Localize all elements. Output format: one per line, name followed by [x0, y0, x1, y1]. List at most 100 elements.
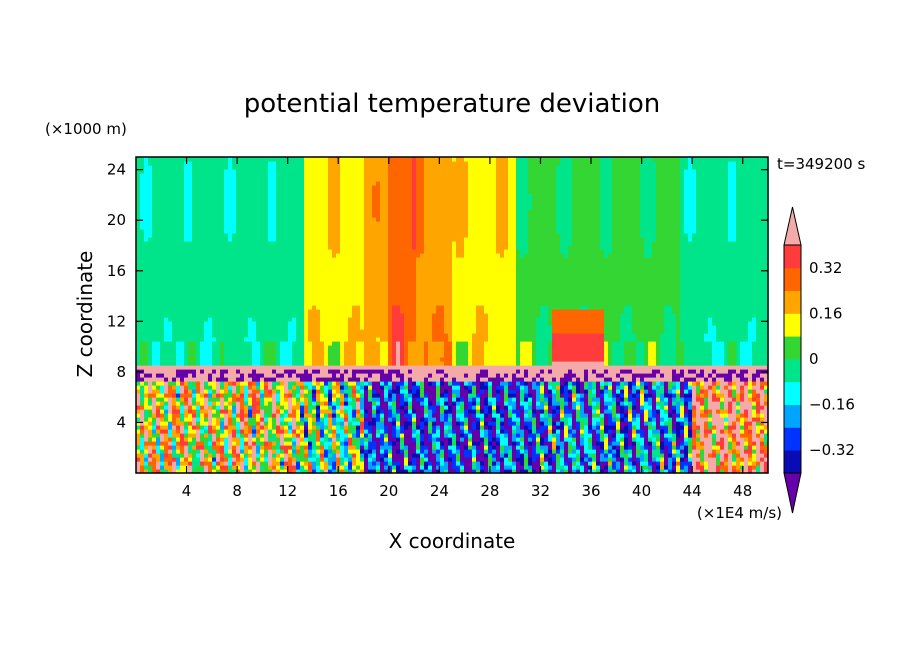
field-cell	[268, 401, 273, 406]
field-cell	[192, 161, 197, 166]
field-cell	[200, 393, 205, 398]
field-cell	[196, 249, 201, 254]
field-cell	[152, 161, 157, 166]
field-cell	[308, 253, 313, 258]
field-cell	[228, 237, 233, 242]
field-cell	[260, 161, 265, 166]
field-cell	[140, 161, 145, 166]
field-cell	[140, 253, 145, 258]
field-cell	[264, 261, 269, 266]
field-cell	[320, 357, 325, 362]
field-cell	[176, 269, 181, 274]
field-cell	[188, 281, 193, 286]
field-cell	[224, 177, 229, 182]
field-cell	[376, 253, 381, 258]
field-cell	[340, 261, 345, 266]
field-cell	[344, 357, 349, 362]
field-cell	[260, 269, 265, 274]
field-cell	[260, 365, 265, 370]
field-cell	[272, 457, 277, 462]
field-cell	[352, 197, 357, 202]
field-cell	[356, 261, 361, 266]
field-cell	[372, 301, 377, 306]
field-cell	[144, 401, 149, 406]
field-cell	[380, 245, 385, 250]
field-cell	[296, 245, 301, 250]
field-cell	[200, 345, 205, 350]
field-cell	[212, 337, 217, 342]
field-cell	[360, 421, 365, 426]
field-cell	[324, 229, 329, 234]
field-cell	[320, 313, 325, 318]
field-cell	[372, 165, 377, 170]
field-cell	[344, 401, 349, 406]
field-cell	[160, 413, 165, 418]
field-cell	[372, 309, 377, 314]
field-cell	[348, 345, 353, 350]
field-cell	[292, 345, 297, 350]
field-cell	[244, 209, 249, 214]
field-cell	[296, 469, 301, 474]
field-cell	[292, 389, 297, 394]
field-cell	[148, 173, 153, 178]
field-cell	[276, 233, 281, 238]
field-cell	[280, 441, 285, 446]
field-cell	[372, 241, 377, 246]
field-cell	[304, 309, 309, 314]
field-cell	[236, 437, 241, 442]
field-cell	[196, 189, 201, 194]
field-cell	[188, 357, 193, 362]
field-cell	[324, 433, 329, 438]
field-cell	[356, 397, 361, 402]
field-cell	[288, 377, 293, 382]
field-cell	[240, 185, 245, 190]
field-cell	[360, 405, 365, 410]
field-cell	[320, 261, 325, 266]
field-cell	[216, 349, 221, 354]
field-cell	[204, 157, 209, 162]
field-cell	[256, 185, 261, 190]
field-cell	[184, 301, 189, 306]
field-cell	[280, 457, 285, 462]
field-cell	[212, 413, 217, 418]
field-cell	[280, 245, 285, 250]
field-cell	[312, 297, 317, 302]
field-cell	[356, 225, 361, 230]
field-cell	[360, 417, 365, 422]
field-cell	[324, 421, 329, 426]
field-cell	[184, 353, 189, 358]
field-cell	[208, 469, 213, 474]
field-cell	[204, 313, 209, 318]
field-cell	[284, 393, 289, 398]
field-cell	[336, 301, 341, 306]
field-cell	[140, 349, 145, 354]
field-cell	[180, 353, 185, 358]
field-cell	[372, 353, 377, 358]
field-cell	[140, 449, 145, 454]
field-cell	[256, 209, 261, 214]
field-cell	[228, 285, 233, 290]
field-cell	[280, 349, 285, 354]
field-cell	[348, 441, 353, 446]
field-cell	[168, 313, 173, 318]
field-cell	[224, 465, 229, 470]
field-cell	[292, 453, 297, 458]
field-cell	[348, 417, 353, 422]
field-cell	[232, 453, 237, 458]
field-cell	[292, 297, 297, 302]
field-cell	[168, 405, 173, 410]
field-cell	[228, 253, 233, 258]
field-cell	[264, 317, 269, 322]
field-cell	[172, 433, 177, 438]
field-cell	[280, 401, 285, 406]
field-cell	[236, 373, 241, 378]
field-cell	[184, 229, 189, 234]
field-cell	[156, 441, 161, 446]
field-cell	[324, 449, 329, 454]
field-cell	[180, 345, 185, 350]
field-cell	[248, 321, 253, 326]
field-cell	[296, 193, 301, 198]
field-cell	[172, 385, 177, 390]
field-cell	[284, 449, 289, 454]
field-cell	[348, 457, 353, 462]
